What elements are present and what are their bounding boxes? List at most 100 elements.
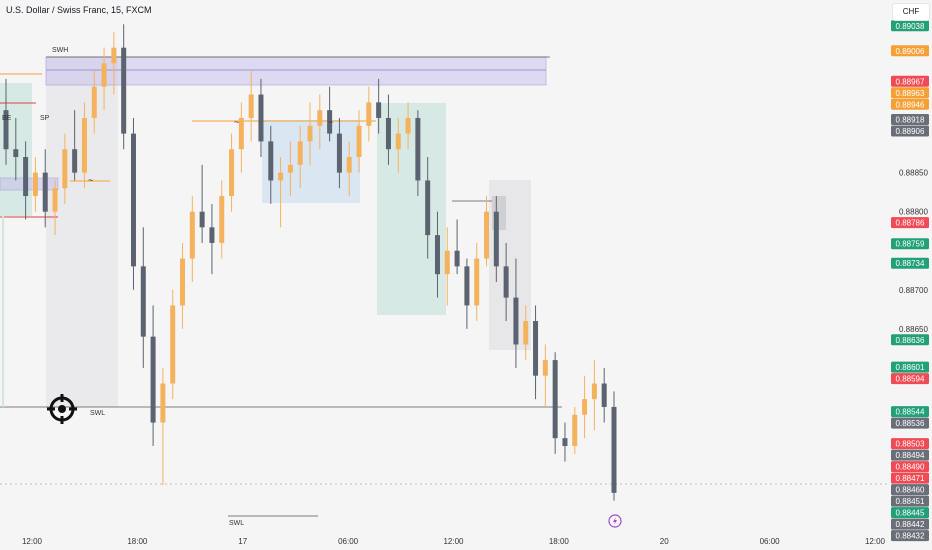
candle-body[interactable]	[23, 157, 29, 197]
candle-body[interactable]	[229, 149, 235, 197]
candle-body[interactable]	[542, 360, 548, 376]
candle-body[interactable]	[444, 250, 450, 275]
candle-body[interactable]	[258, 94, 264, 142]
sp-label: SP	[40, 115, 50, 122]
time-tick-label: 18:00	[549, 537, 570, 546]
candle-body[interactable]	[3, 110, 9, 150]
candle-body[interactable]	[160, 383, 166, 423]
candle-body[interactable]	[405, 117, 411, 134]
price-badge-label: 0.88594	[896, 375, 925, 384]
price-badge	[891, 20, 929, 32]
candle-body[interactable]	[140, 266, 146, 337]
candle-body[interactable]	[474, 258, 480, 306]
candle-body[interactable]	[268, 141, 274, 181]
candle-body[interactable]	[307, 125, 313, 142]
time-tick-label: 18:00	[127, 537, 148, 546]
candles-group	[3, 24, 617, 501]
candle-body[interactable]	[611, 406, 617, 493]
candle-body[interactable]	[572, 414, 578, 446]
candle-body[interactable]	[503, 266, 509, 298]
candle-body[interactable]	[150, 336, 156, 423]
candle-body[interactable]	[464, 266, 470, 306]
time-axis[interactable]: 12:00 18:00 17 06:00 12:00 18:00 20 06:00 12:00	[22, 537, 886, 546]
candle-body[interactable]	[42, 172, 48, 212]
candle-body[interactable]	[484, 211, 490, 259]
candle-body[interactable]	[189, 211, 195, 259]
candle-body[interactable]	[425, 180, 431, 236]
candle-body[interactable]	[219, 196, 225, 243]
swl-bottom-label: SWL	[229, 520, 244, 527]
candle-body[interactable]	[278, 172, 284, 181]
candle-body[interactable]	[91, 86, 97, 118]
time-tick-label: 12:00	[22, 537, 43, 546]
candle-body[interactable]	[356, 125, 362, 158]
price-badge-label: 0.89006	[896, 47, 925, 56]
price-badge	[891, 406, 929, 418]
candle-body[interactable]	[248, 94, 254, 118]
lightning-icon[interactable]	[608, 514, 622, 528]
price-badge	[891, 114, 929, 126]
candle-body[interactable]	[52, 188, 58, 212]
candle-body[interactable]	[513, 297, 519, 345]
candle-body[interactable]	[415, 117, 421, 181]
price-badge-label: 0.89038	[896, 22, 925, 31]
candle-body[interactable]	[32, 172, 38, 197]
price-badge	[891, 257, 929, 269]
candle-body[interactable]	[317, 110, 323, 126]
candle-body[interactable]	[336, 133, 342, 173]
candle-body[interactable]	[101, 63, 107, 87]
candle-body[interactable]	[346, 157, 352, 173]
crosshair-target-icon[interactable]	[47, 394, 77, 424]
tilde-label-1: ~	[88, 175, 93, 185]
swh-label: SWH	[52, 47, 68, 54]
candle-body[interactable]	[434, 235, 440, 275]
candle-body[interactable]	[238, 117, 244, 150]
candle-body[interactable]	[170, 305, 176, 384]
candle-body[interactable]	[493, 211, 499, 267]
candle-body[interactable]	[209, 227, 215, 243]
candle-body[interactable]	[582, 399, 588, 415]
price-badge	[891, 75, 929, 87]
price-badge-label: 0.88601	[896, 363, 925, 372]
candle-body[interactable]	[523, 321, 529, 345]
candle-body[interactable]	[111, 47, 117, 64]
candle-body[interactable]	[81, 117, 87, 173]
candle-body[interactable]	[199, 211, 205, 228]
price-badge	[891, 472, 929, 484]
candle-body[interactable]	[395, 133, 401, 150]
price-axis[interactable]: 0.888500.888000.887000.886500.884000.890…	[891, 20, 929, 542]
price-badge-label: 0.88432	[896, 532, 925, 541]
price-badge-label: 0.88759	[896, 240, 925, 249]
candle-body[interactable]	[533, 321, 539, 376]
price-badge-label: 0.88503	[896, 440, 925, 449]
candle-body[interactable]	[130, 133, 136, 267]
candle-body[interactable]	[366, 102, 372, 126]
candle-body[interactable]	[180, 258, 186, 306]
candle-body[interactable]	[385, 117, 391, 150]
candle-body[interactable]	[297, 141, 303, 165]
time-tick-label: 17	[238, 537, 247, 546]
candle-body[interactable]	[601, 383, 607, 407]
candle-body[interactable]	[327, 110, 333, 134]
price-badge	[891, 373, 929, 385]
price-tick-label: 0.88800	[899, 208, 928, 217]
price-badge	[891, 438, 929, 450]
candle-body[interactable]	[591, 383, 597, 400]
price-badge	[891, 125, 929, 137]
price-tick-label: 0.88850	[899, 169, 928, 178]
candle-body[interactable]	[552, 360, 558, 439]
candle-body[interactable]	[454, 250, 460, 267]
candle-body[interactable]	[72, 149, 78, 173]
candle-body[interactable]	[13, 149, 19, 158]
candle-body[interactable]	[62, 149, 68, 189]
price-tick-label: 0.88700	[899, 286, 928, 295]
price-badge-label: 0.88734	[896, 259, 925, 268]
candle-body[interactable]	[376, 102, 382, 118]
candle-body[interactable]	[121, 47, 127, 134]
candle-body[interactable]	[562, 438, 568, 446]
currency-selector[interactable]: CHF	[892, 3, 930, 21]
time-tick-label: 06:00	[760, 537, 781, 546]
candle-body[interactable]	[287, 164, 293, 173]
